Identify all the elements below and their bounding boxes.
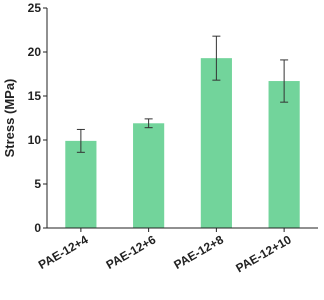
bar <box>200 58 232 228</box>
x-tick-label: PAE-12+10 <box>233 232 294 275</box>
error-bar <box>144 118 153 129</box>
x-tick-label: PAE-12+8 <box>171 232 226 272</box>
error-bar <box>76 128 85 153</box>
y-tick-label: 5 <box>34 177 41 191</box>
y-tick-label: 15 <box>28 89 42 103</box>
y-tick-label: 25 <box>28 1 42 15</box>
y-tick-label: 10 <box>28 133 42 147</box>
bar <box>65 140 97 228</box>
bar <box>268 81 300 228</box>
x-tick-label: PAE-12+6 <box>104 232 159 272</box>
error-bar <box>280 59 289 103</box>
bar <box>133 123 165 228</box>
y-tick-label: 20 <box>28 45 42 59</box>
error-bar <box>212 35 221 81</box>
y-tick-label: 0 <box>34 221 41 235</box>
y-axis-label: Stress (MPa) <box>2 79 17 158</box>
x-tick-label: PAE-12+4 <box>36 232 91 272</box>
